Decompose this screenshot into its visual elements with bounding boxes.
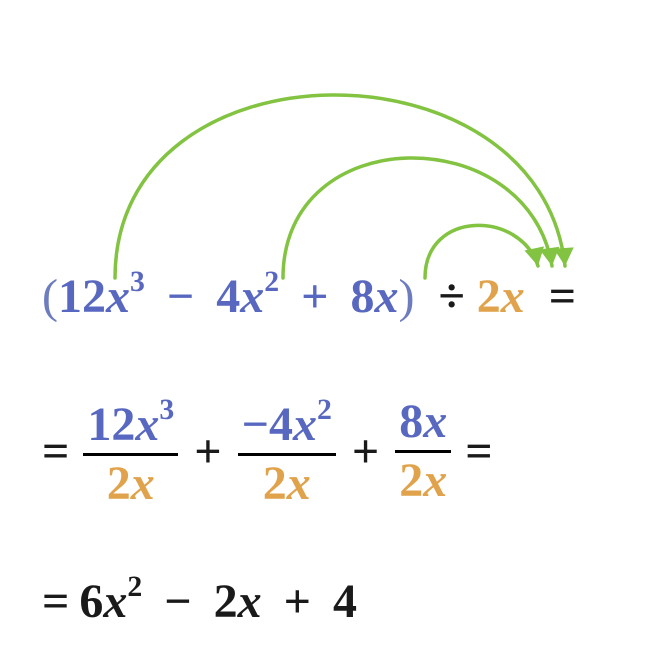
frac2-bar: [238, 453, 336, 456]
f3-num-coef: 8: [399, 395, 423, 448]
f2-num-coef: 4: [269, 398, 293, 451]
plus-2a: +: [194, 424, 221, 479]
plus-2b: +: [352, 424, 379, 479]
fraction-3: 8x 2x: [395, 398, 451, 505]
f1-num-coef: 12: [87, 398, 135, 451]
f2-num-exp: 2: [317, 393, 332, 426]
f2-den-var: x: [287, 457, 311, 510]
r-t2-coef: 2: [214, 575, 238, 628]
expression-line-3: =6x2 − 2x + 4: [42, 570, 357, 629]
r-minus: −: [164, 575, 191, 628]
f2-num-var: x: [293, 398, 317, 451]
f3-den-coef: 2: [399, 454, 423, 507]
frac2-den: 2x: [259, 460, 315, 508]
r-t2-var: x: [238, 575, 262, 628]
divisor-var: x: [501, 270, 525, 323]
plus-1: +: [301, 270, 328, 323]
term3-var: x: [374, 270, 398, 323]
r-t1-exp: 2: [127, 570, 142, 603]
r-t1-coef: 6: [79, 575, 103, 628]
term3-coef: 8: [350, 270, 374, 323]
math-diagram: (12x3 − 4x2 + 8x) ÷2x = = 12x3 2x + −4x2…: [0, 0, 668, 670]
term1-var: x: [106, 270, 130, 323]
frac1-den: 2x: [103, 460, 159, 508]
frac2-num: −4x2: [238, 395, 336, 449]
term1-exp: 3: [130, 265, 145, 298]
r-t3: 4: [333, 575, 357, 628]
f3-num-var: x: [423, 395, 447, 448]
f2-den-coef: 2: [263, 457, 287, 510]
leading-equals: =: [42, 424, 69, 479]
f1-den-var: x: [131, 457, 155, 510]
lparen: (: [42, 270, 58, 323]
term1-coef: 12: [58, 270, 106, 323]
frac3-num: 8x: [395, 398, 451, 446]
minus-1: −: [167, 270, 194, 323]
divide-sign: ÷: [438, 270, 464, 323]
f1-num-exp: 3: [159, 393, 174, 426]
term2-coef: 4: [216, 270, 240, 323]
leading-equals-3: =: [42, 575, 69, 628]
equals-2: =: [465, 424, 492, 479]
frac1-num: 12x3: [83, 395, 178, 449]
f1-den-coef: 2: [107, 457, 131, 510]
equals-1: =: [549, 270, 576, 323]
term2-exp: 2: [264, 265, 279, 298]
f2-num-sign: −: [242, 398, 269, 451]
expression-line-2: = 12x3 2x + −4x2 2x + 8x: [42, 395, 493, 508]
expression-line-1: (12x3 − 4x2 + 8x) ÷2x =: [42, 265, 576, 324]
f3-den-var: x: [423, 454, 447, 507]
fraction-2: −4x2 2x: [238, 395, 336, 508]
r-plus: +: [284, 575, 311, 628]
r-t1-var: x: [103, 575, 127, 628]
divisor-coef: 2: [477, 270, 501, 323]
fraction-1: 12x3 2x: [83, 395, 178, 508]
f1-num-var: x: [135, 398, 159, 451]
term2-var: x: [240, 270, 264, 323]
frac1-bar: [83, 453, 178, 456]
frac3-den: 2x: [395, 457, 451, 505]
rparen: ): [398, 270, 414, 323]
frac3-bar: [395, 450, 451, 453]
